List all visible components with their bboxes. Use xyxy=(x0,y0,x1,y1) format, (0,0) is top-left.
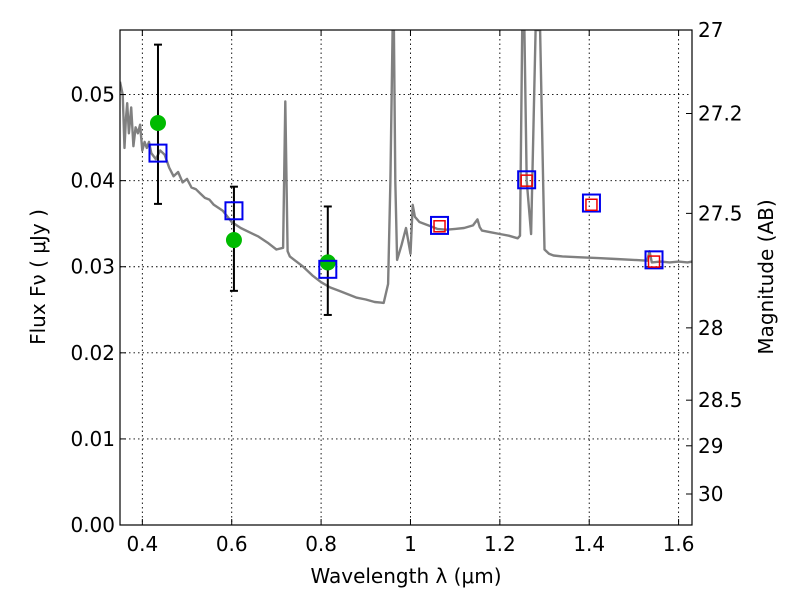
right-tick-label: 27 xyxy=(698,18,723,42)
ticks xyxy=(120,29,692,526)
right-tick-label: 27.2 xyxy=(698,102,743,126)
y-tick-label: 0.04 xyxy=(70,169,115,193)
predicted-square xyxy=(647,255,661,268)
model-photometry-square xyxy=(318,259,338,279)
model-photometry-square xyxy=(644,250,664,270)
x-tick-label: 0.4 xyxy=(126,532,158,556)
x-tick-label: 0.6 xyxy=(216,532,248,556)
model-photometry-square xyxy=(517,170,537,190)
y-tick-label: 0.01 xyxy=(70,427,115,451)
model-photometry-square xyxy=(148,143,168,163)
x-axis-title: Wavelength λ (μm) xyxy=(310,564,501,588)
x-tick-labels: 0.4 0.6 0.8 1 1.2 1.4 1.6 xyxy=(126,532,694,556)
model-spectrum-line xyxy=(120,30,692,305)
y-axis-title: Flux Fν ( μJy ) xyxy=(26,209,50,345)
observed-points xyxy=(149,114,336,271)
right-tick-label: 29 xyxy=(698,434,723,458)
predicted-square xyxy=(433,220,446,233)
right-tick-label: 28 xyxy=(698,316,723,340)
observed-point xyxy=(149,114,166,131)
right-tick-label: 30 xyxy=(698,482,723,506)
y-tick-label: 0.00 xyxy=(70,513,115,537)
plot-area-clip-group xyxy=(120,30,692,305)
y-tick-label: 0.02 xyxy=(70,341,115,365)
predicted-square xyxy=(585,198,598,212)
y-tick-label: 0.03 xyxy=(70,255,115,279)
observed-point xyxy=(319,254,336,271)
x-tick-label: 1 xyxy=(404,532,417,556)
right-tick-label: 27.5 xyxy=(698,201,743,225)
gridlines xyxy=(120,30,692,526)
y-tick-label: 0.05 xyxy=(70,83,115,107)
x-tick-label: 1.6 xyxy=(663,532,695,556)
x-tick-label: 1.2 xyxy=(484,532,516,556)
right-axis-title: Magnitude (AB) xyxy=(754,199,778,354)
predicted-squares xyxy=(433,174,661,268)
observed-point xyxy=(225,232,242,249)
x-tick-label: 0.8 xyxy=(305,532,337,556)
right-tick-label: 28.5 xyxy=(698,388,743,412)
model-photometry-square xyxy=(224,201,244,221)
right-tick-labels: 27 27.2 27.5 28 28.5 29 30 xyxy=(698,18,743,506)
x-tick-label: 1.4 xyxy=(573,532,605,556)
y-tick-labels: 0.00 0.01 0.02 0.03 0.04 0.05 xyxy=(70,83,115,537)
model-photometry-square xyxy=(430,215,450,235)
plot-frame xyxy=(119,29,693,526)
predicted-square xyxy=(520,174,533,187)
model-photometry-squares xyxy=(148,143,664,279)
model-photometry-square xyxy=(581,193,601,213)
